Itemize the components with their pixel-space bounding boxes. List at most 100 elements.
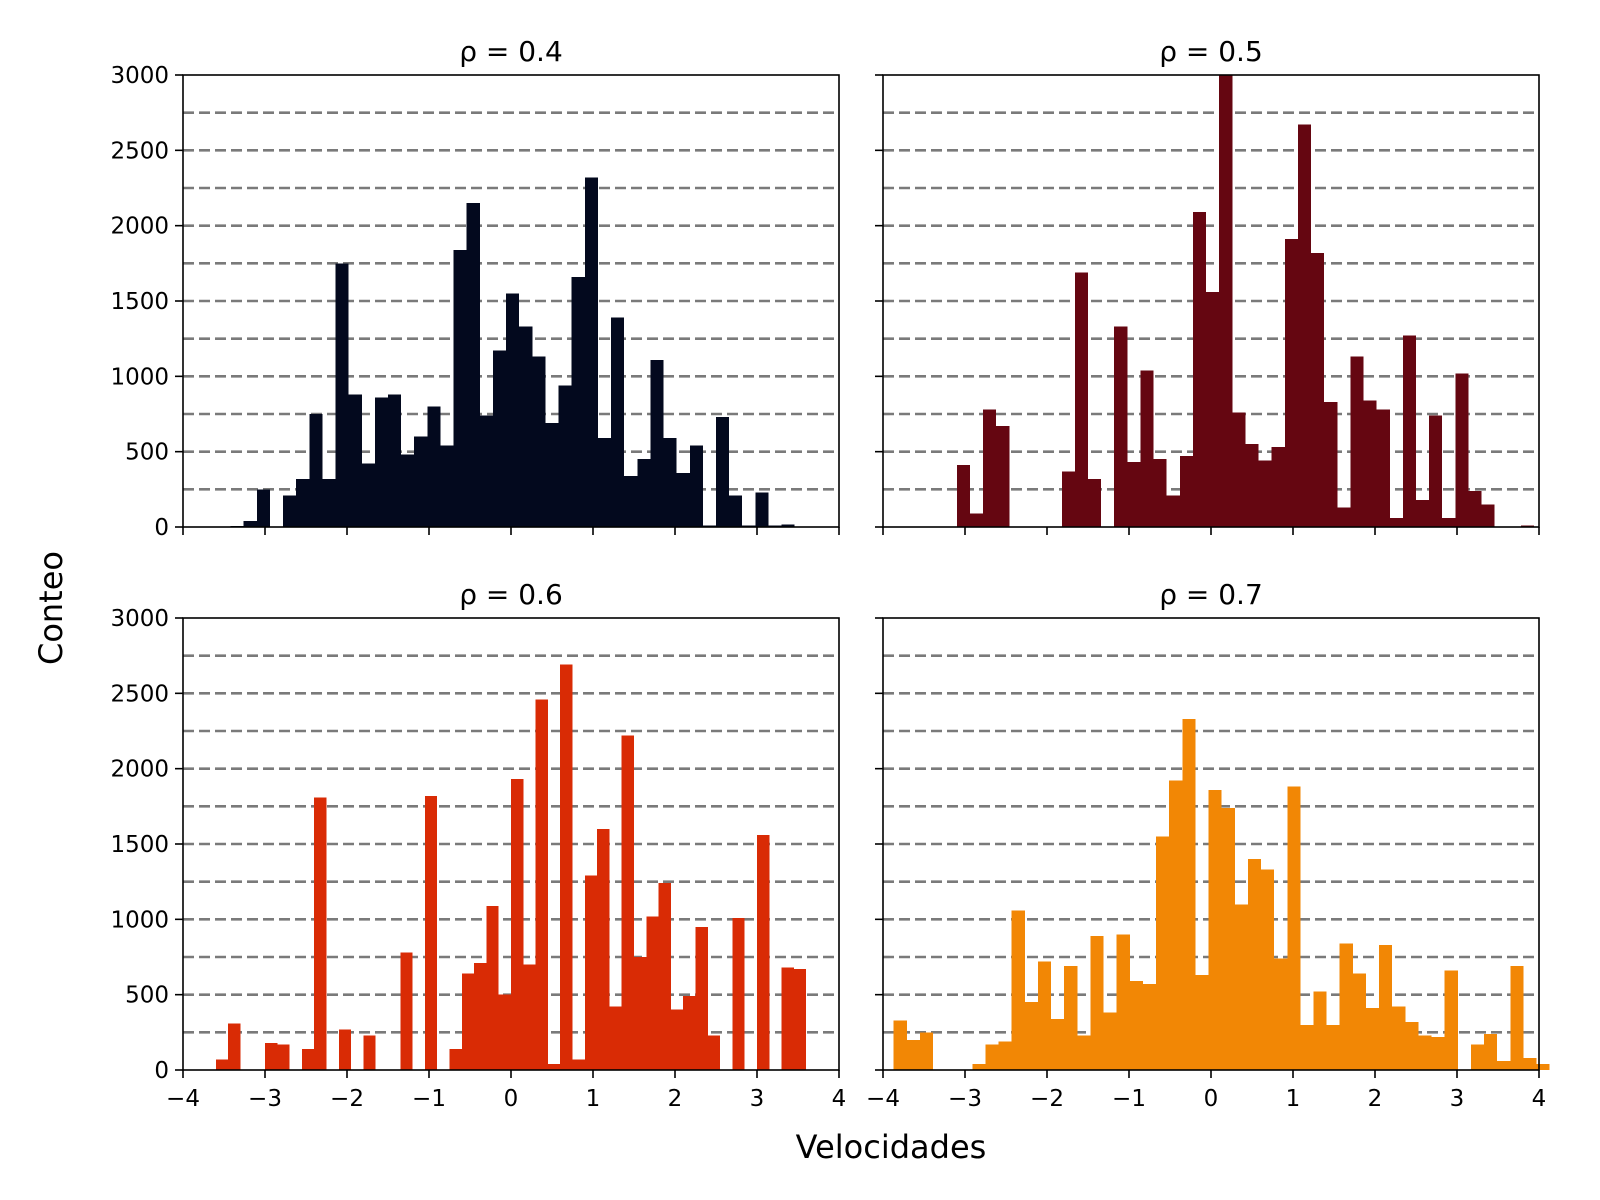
histogram-bar <box>277 1044 290 1070</box>
y-tick-label: 2500 <box>110 138 169 164</box>
x-tick-label: 1 <box>586 1086 601 1112</box>
histogram-bar <box>1274 958 1288 1070</box>
histogram-bar <box>1418 1035 1432 1070</box>
histogram-bar <box>1090 935 1104 1070</box>
histogram-bar <box>1234 904 1248 1070</box>
histogram-bar <box>1455 373 1469 527</box>
histogram-bar <box>1416 499 1430 527</box>
x-tick-label: −3 <box>948 1086 982 1112</box>
histogram-bar <box>637 459 651 527</box>
histogram-bar <box>1287 786 1301 1070</box>
histogram-bar <box>621 735 634 1070</box>
histogram-bar <box>1523 1057 1537 1070</box>
histogram-bar <box>1470 1044 1485 1070</box>
histogram-bar <box>1510 966 1524 1070</box>
histogram-bar <box>1484 1033 1498 1070</box>
histogram-bar <box>1442 517 1456 527</box>
panel-title: ρ = 0.4 <box>459 35 563 68</box>
histogram-bar <box>1284 239 1298 527</box>
histogram-bar <box>506 293 520 527</box>
x-tick-label: 4 <box>832 1086 847 1112</box>
histogram-bar <box>1311 252 1325 527</box>
x-tick-label: 1 <box>1286 1086 1301 1112</box>
histogram-bar <box>1297 124 1312 527</box>
panel-2: ρ = 0.5 <box>875 35 1540 535</box>
histogram-bar <box>983 409 997 527</box>
histogram-bar <box>335 263 349 527</box>
histogram-bar <box>228 1023 241 1070</box>
histogram-bar <box>374 397 388 527</box>
histogram-bar <box>609 1006 622 1070</box>
histogram-bar <box>361 463 375 527</box>
histogram-bar <box>314 797 327 1070</box>
histogram-bar <box>1088 478 1102 527</box>
y-tick-label: 2500 <box>110 681 169 707</box>
histogram-bar <box>348 394 362 527</box>
histogram-bar <box>1219 75 1233 527</box>
histogram-bar <box>547 1063 561 1070</box>
y-tick-label: 1500 <box>110 832 169 858</box>
histogram-bar <box>1142 984 1157 1070</box>
histogram-bar <box>1051 1018 1065 1070</box>
histogram-bar <box>1192 212 1207 527</box>
histogram-bar <box>611 317 625 527</box>
histogram-bar <box>1326 1024 1340 1070</box>
histogram-bar <box>707 1035 721 1070</box>
histogram-bar <box>1313 991 1327 1070</box>
y-tick-label: 3000 <box>110 63 169 89</box>
y-tick-label: 1000 <box>110 364 169 390</box>
panel-4: ρ = 0.7 −4 −3 −2 −1 0 1 2 3 4 <box>866 578 1550 1112</box>
histogram-bar <box>243 520 257 527</box>
x-tick-label: 2 <box>668 1086 683 1112</box>
histogram-bar <box>716 417 730 527</box>
x-tick-label: 0 <box>1204 1086 1219 1112</box>
x-tick-label: −3 <box>248 1086 282 1112</box>
x-tick-label: 3 <box>750 1086 765 1112</box>
histogram-bar <box>1140 370 1154 527</box>
histogram-bar <box>584 875 598 1070</box>
histogram-bar <box>1365 1008 1380 1070</box>
histogram-bar <box>424 795 438 1070</box>
histogram-bar <box>1245 444 1259 527</box>
histogram-bar <box>545 423 559 527</box>
histogram-bar <box>1300 1024 1314 1070</box>
histogram-bar <box>532 356 546 527</box>
histogram-bar <box>985 1044 999 1070</box>
histogram-bar <box>1324 401 1338 527</box>
x-tick-label: 3 <box>1450 1086 1465 1112</box>
histogram-bar <box>1389 517 1403 527</box>
histogram-bar <box>1103 1012 1117 1070</box>
histogram-bar <box>511 779 524 1070</box>
histogram-bar <box>414 436 428 527</box>
histogram-bar <box>1114 326 1128 527</box>
histogram-bar <box>301 1048 315 1070</box>
x-tick-label: −2 <box>1030 1086 1064 1112</box>
y-tick-label: 2000 <box>110 757 169 783</box>
histogram-bar <box>729 495 743 527</box>
histogram-bar <box>461 973 475 1070</box>
histogram-bar <box>906 1039 920 1070</box>
histogram-bar <box>474 963 487 1070</box>
histogram-bar <box>695 926 708 1070</box>
y-tick-label: 3000 <box>110 606 169 632</box>
x-tick-label: 4 <box>1532 1086 1547 1112</box>
panel-title: ρ = 0.5 <box>1159 35 1263 68</box>
histogram-bar <box>1444 970 1458 1070</box>
histogram-bar <box>498 994 511 1070</box>
histogram-bar <box>1379 944 1393 1070</box>
histogram-bar <box>1339 943 1353 1070</box>
figure-xlabel: Velocidades <box>796 1128 987 1166</box>
histogram-bar <box>597 828 610 1070</box>
histogram-bar <box>560 664 573 1070</box>
histogram-bar <box>1258 460 1272 527</box>
histogram-bar <box>1271 447 1285 527</box>
histogram-bar <box>479 415 493 527</box>
histogram-bar <box>401 454 415 527</box>
histogram-bar <box>1061 471 1075 527</box>
panel-1: ρ = 0.4 0 500 1000 1500 2000 2500 3000 <box>110 35 840 541</box>
histogram-bar <box>1182 718 1196 1070</box>
histogram-bar <box>572 1059 585 1070</box>
histogram-bar <box>670 1009 684 1070</box>
